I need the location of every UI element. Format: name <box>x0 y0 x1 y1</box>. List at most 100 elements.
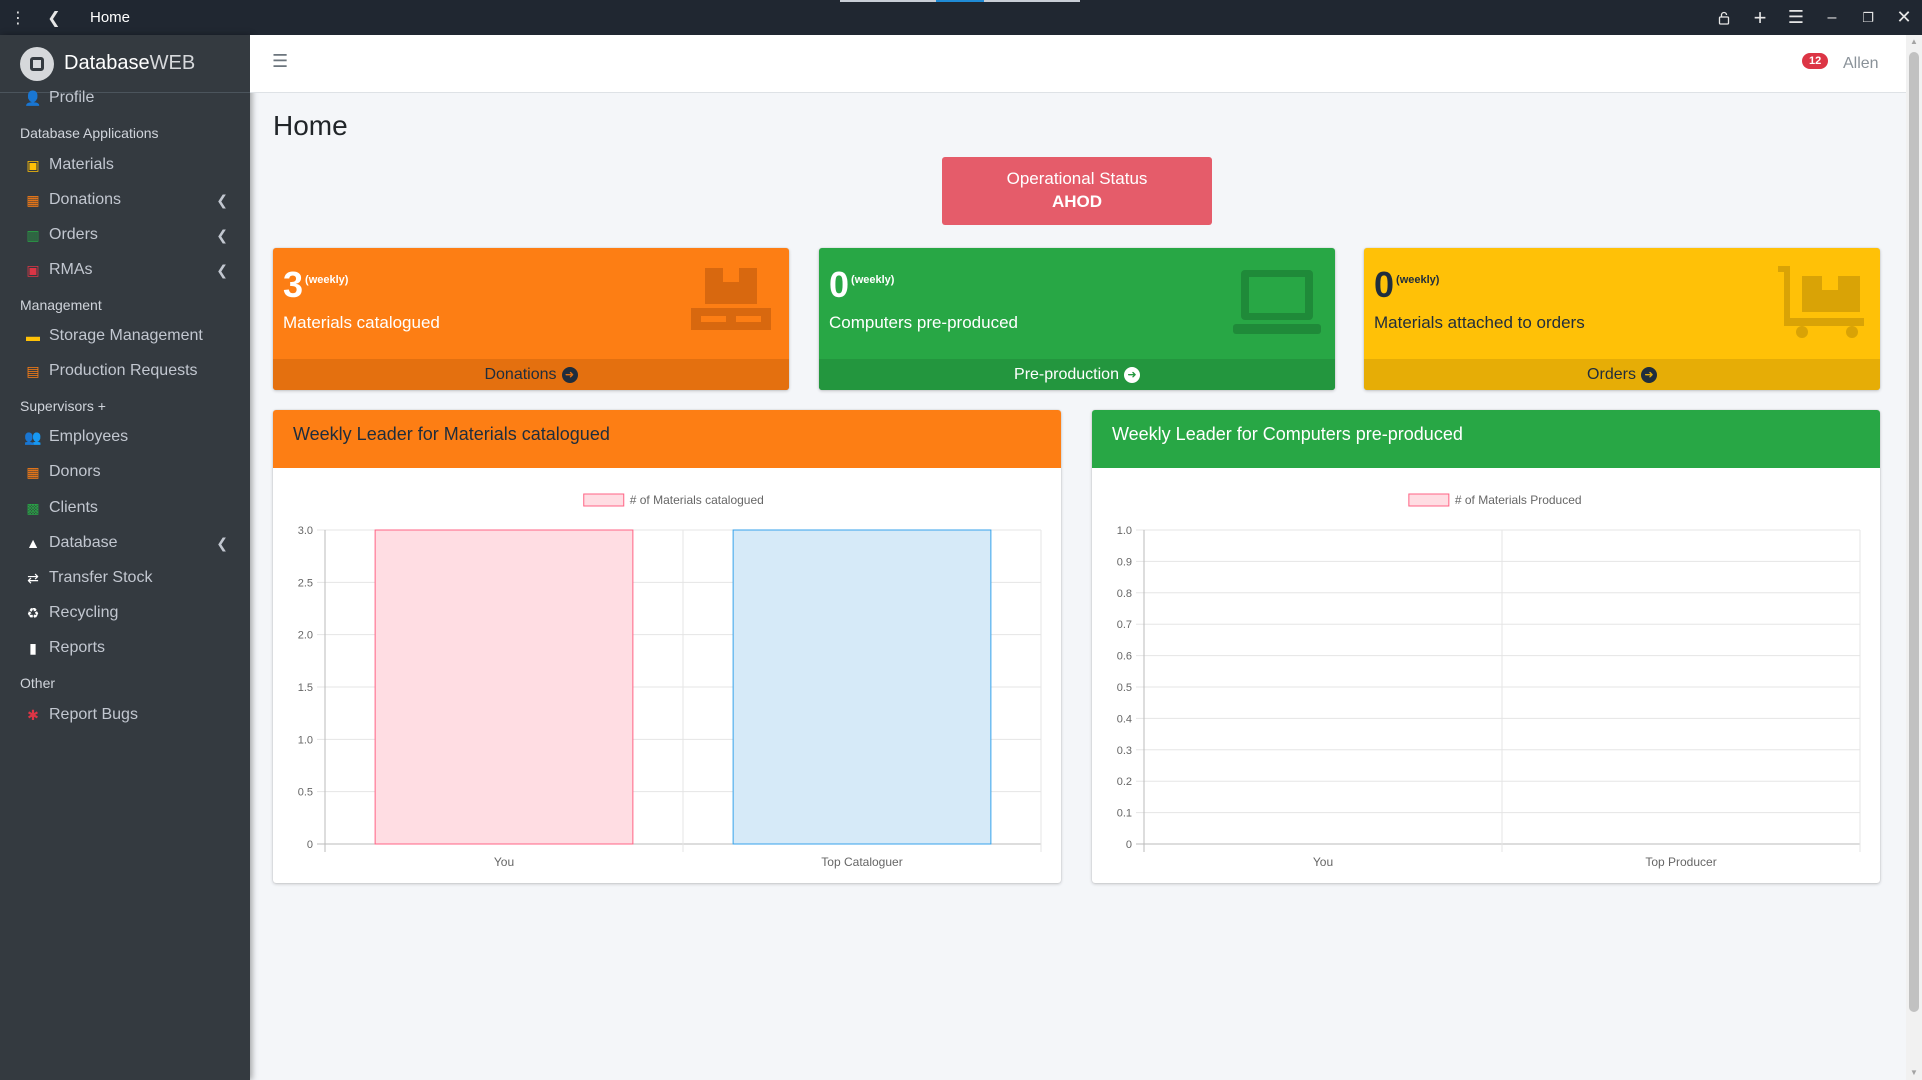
sidebar-item-clients[interactable]: ▩ Clients <box>0 488 250 528</box>
recycle-icon: ♻ <box>26 604 40 621</box>
brand-link[interactable]: DatabaseWEB <box>0 35 250 93</box>
notification-badge[interactable]: 12 <box>1802 53 1829 69</box>
dolly-icon: ▦ <box>26 191 40 208</box>
chevron-left-icon: ❮ <box>216 192 228 208</box>
sidebar-header: Other <box>20 675 56 691</box>
y-tick-label: 0.4 <box>1117 713 1132 725</box>
x-tick-label: Top Producer <box>1645 855 1716 869</box>
sidebar-item-label: Reports <box>49 639 106 656</box>
plus-icon[interactable]: + <box>1753 4 1767 30</box>
box-value: 0 (weekly) <box>829 264 895 305</box>
x-tick-label: You <box>1313 855 1333 869</box>
y-tick-label: 1.0 <box>298 734 313 746</box>
sidebar-item-label: Transfer Stock <box>49 569 153 586</box>
materials-icon: ▣ <box>26 156 40 173</box>
sidebar-item-profile[interactable]: 👤 Profile <box>0 78 250 118</box>
brand-logo-icon <box>20 46 54 81</box>
menu-icon[interactable]: ☰ <box>1787 7 1805 27</box>
sidebar-item-materials[interactable]: ▣ Materials <box>0 145 250 185</box>
rma-icon: ▣ <box>26 261 40 278</box>
y-tick-label: 0 <box>1126 839 1132 851</box>
scrollbar-thumb[interactable] <box>1909 52 1919 1012</box>
y-tick-label: 2.5 <box>298 577 313 589</box>
orders-footer-link[interactable]: Orders ➜ <box>1364 359 1880 390</box>
sidebar-item-employees[interactable]: 👥 Employees <box>0 417 250 457</box>
sidebar-item-label: RMAs <box>49 261 93 278</box>
arrow-circle-right-icon: ➜ <box>1640 366 1657 383</box>
y-tick-label: 0.9 <box>1117 556 1132 568</box>
status-label: Operational Status <box>1006 169 1148 188</box>
top-navbar: ☰ 12 Allen <box>250 35 1906 93</box>
clipboard-icon: ▤ <box>26 362 40 379</box>
browser-titlebar: ⋮ ❮ Home + ☰ – ❐ ✕ <box>0 0 1922 35</box>
user-icon: 👤 <box>24 89 42 106</box>
sidebar-item-label: Orders <box>49 226 98 243</box>
scroll-up-icon[interactable]: ▲ <box>1910 37 1918 46</box>
materials-attached-box: 0 (weekly) Materials attached to orders O… <box>1364 248 1880 390</box>
sidebar-item-reports[interactable]: ▮ Reports <box>0 628 250 668</box>
sidebar-item-orders[interactable]: ▥ Orders ❮ <box>0 215 250 255</box>
chevron-left-icon: ❮ <box>216 227 228 243</box>
donors-icon: ▦ <box>26 463 40 480</box>
donations-footer-link[interactable]: Donations ➜ <box>273 359 789 390</box>
users-icon: 👥 <box>24 428 42 445</box>
materials-catalogued-box: 3 (weekly) Materials catalogued Donations… <box>273 248 789 390</box>
sidebar-item-label: Donations <box>49 191 122 208</box>
kebab-icon[interactable]: ⋮ <box>10 9 26 27</box>
id-card-icon: ▩ <box>26 499 40 516</box>
sidebar-item-database[interactable]: ▲ Database ❮ <box>0 523 250 563</box>
lock-icon[interactable] <box>1706 0 1742 35</box>
preproduction-footer-link[interactable]: Pre-production ➜ <box>819 359 1335 390</box>
database-icon: ▲ <box>26 535 40 551</box>
sidebar-item-donors[interactable]: ▦ Donors <box>0 452 250 492</box>
sidebar-item-label: Profile <box>49 89 95 106</box>
tab-strip[interactable] <box>840 0 1080 2</box>
book-icon: ▮ <box>29 639 37 656</box>
chevron-left-icon: ❮ <box>216 262 228 278</box>
bug-icon: ✱ <box>27 706 39 723</box>
box-description: Materials attached to orders <box>1374 313 1585 332</box>
restore-icon[interactable]: ❐ <box>1862 9 1874 25</box>
box-value: 3 (weekly) <box>283 264 349 305</box>
legend-swatch <box>583 493 625 507</box>
page-title: Home <box>273 110 348 141</box>
browser-tab-title: Home <box>90 9 131 26</box>
sidebar-item-report-bugs[interactable]: ✱ Report Bugs <box>0 695 250 735</box>
x-tick-label: Top Cataloguer <box>821 855 902 869</box>
box-description: Materials catalogued <box>283 313 440 332</box>
sidebar-item-storage-management[interactable]: ▬ Storage Management <box>0 316 250 356</box>
computers-leader-card: Weekly Leader for Computers pre-produced… <box>1092 410 1880 883</box>
exchange-icon: ⇄ <box>27 569 39 586</box>
y-tick-label: 0.8 <box>1117 588 1132 600</box>
sidebar-item-production-requests[interactable]: ▤ Production Requests <box>0 351 250 391</box>
user-menu[interactable]: Allen <box>1843 55 1879 72</box>
back-arrow-icon[interactable]: ❮ <box>47 9 61 27</box>
materials-leader-card: Weekly Leader for Materials catalogued #… <box>273 410 1061 883</box>
minimize-icon[interactable]: – <box>1827 8 1837 26</box>
legend-label: # of Materials catalogued <box>630 493 764 507</box>
sidebar-item-recycling[interactable]: ♻ Recycling <box>0 593 250 633</box>
laptop-icon <box>1233 270 1321 334</box>
sidebar-header: Management <box>20 297 102 313</box>
pallet-icon <box>691 268 771 330</box>
arrow-circle-right-icon: ➜ <box>561 366 578 383</box>
sidebar-item-label: Clients <box>49 499 98 516</box>
close-icon[interactable]: ✕ <box>1896 7 1912 27</box>
sidebar-item-label: Materials <box>49 156 114 173</box>
sidebar-item-rmas[interactable]: ▣ RMAs ❮ <box>0 250 250 290</box>
sidebar-item-label: Recycling <box>49 604 119 621</box>
sidebar-header: Supervisors + <box>20 398 106 414</box>
sidebar-item-donations[interactable]: ▦ Donations ❮ <box>0 180 250 220</box>
storage-icon: ▬ <box>26 328 40 344</box>
y-tick-label: 0.1 <box>1117 808 1132 820</box>
y-tick-label: 1.5 <box>298 682 313 694</box>
card-title: Weekly Leader for Computers pre-produced <box>1092 410 1880 468</box>
scroll-down-icon[interactable]: ▼ <box>1910 1068 1918 1077</box>
page-scrollbar[interactable]: ▲ ▼ <box>1906 35 1922 1080</box>
sidebar-item-transfer-stock[interactable]: ⇄ Transfer Stock <box>0 558 250 598</box>
active-tab-indicator <box>936 0 984 2</box>
computers-leader-chart: # of Materials Produced 1.0 0.9 0.8 0.7 0.6 0.… <box>1117 493 1861 869</box>
hamburger-icon[interactable]: ☰ <box>272 51 289 71</box>
sidebar-item-label: Employees <box>49 428 129 445</box>
arrow-circle-right-icon: ➜ <box>1123 366 1140 383</box>
